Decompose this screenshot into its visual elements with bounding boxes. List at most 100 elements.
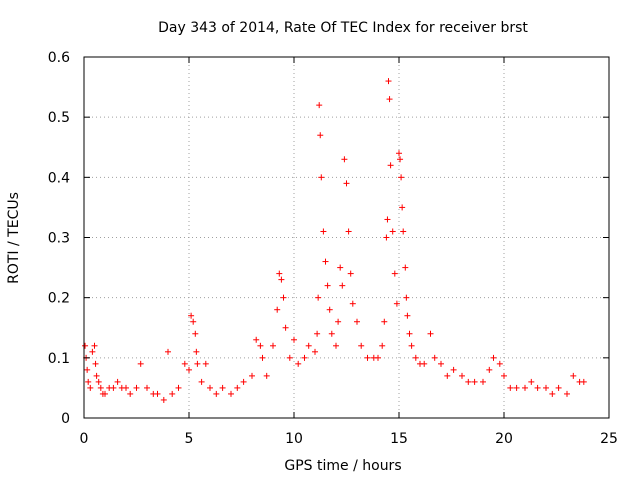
data-point [398, 174, 405, 181]
data-point [286, 354, 293, 361]
data-point [95, 378, 102, 385]
plot-frame [83, 56, 610, 419]
y-tick-label: 0.3 [48, 231, 70, 247]
data-point [316, 102, 323, 109]
y-tick-label: 0.2 [48, 291, 70, 307]
data-point [249, 372, 255, 379]
data-point [314, 330, 321, 337]
data-point [328, 330, 335, 337]
data-point [175, 384, 182, 391]
data-point [387, 162, 394, 169]
data-point [127, 390, 134, 397]
data-point [193, 348, 200, 355]
data-point [339, 282, 346, 289]
data-point [534, 384, 541, 391]
data-point [169, 390, 176, 397]
data-point [427, 330, 434, 337]
data-point [123, 384, 129, 391]
data-point [471, 378, 478, 385]
y-tick-label: 0 [61, 411, 70, 427]
data-point [219, 384, 226, 391]
data-point [160, 396, 167, 403]
data-point [276, 270, 283, 277]
data-point [383, 234, 390, 241]
data-point [186, 366, 192, 373]
data-point [354, 318, 360, 325]
x-tick-labels: 0 5 10 15 20 25 [80, 431, 618, 447]
data-point [385, 78, 392, 85]
data-point [253, 336, 260, 343]
y-axis-label: ROTI / TECUs [6, 192, 22, 284]
x-tick-label: 20 [495, 431, 513, 447]
data-point [412, 354, 419, 361]
x-tick-label: 0 [80, 431, 89, 447]
data-point [315, 294, 322, 301]
data-point [580, 378, 587, 385]
data-point [335, 318, 342, 325]
data-point [154, 390, 161, 397]
data-point [92, 360, 99, 367]
data-point [570, 372, 577, 379]
data-point [438, 360, 444, 367]
data-point [480, 378, 486, 385]
data-point [133, 384, 140, 391]
x-axis-label: GPS time / hours [284, 458, 401, 474]
data-point [181, 360, 188, 367]
data-point [318, 174, 325, 181]
data-point [364, 354, 371, 361]
data-point [400, 228, 407, 235]
data-point [375, 354, 381, 361]
data-point [324, 282, 331, 289]
data-point [391, 270, 398, 277]
data-point [341, 156, 348, 163]
data-point [213, 390, 220, 397]
data-point [301, 354, 308, 361]
data-point [190, 318, 197, 325]
data-point [278, 276, 285, 283]
data-point [280, 294, 287, 301]
data-point [549, 390, 556, 397]
data-point [89, 348, 96, 355]
grid [84, 57, 609, 418]
data-point [192, 330, 199, 337]
x-tick-label: 15 [390, 431, 408, 447]
data-point [257, 342, 264, 349]
y-tick-labels: 0 0.1 0.2 0.3 0.4 0.5 0.6 [48, 50, 70, 427]
x-tick-label: 5 [185, 431, 194, 447]
data-point [490, 354, 497, 361]
data-point [450, 366, 457, 373]
data-point [393, 300, 400, 307]
data-point [240, 378, 247, 385]
data-point [228, 390, 234, 397]
data-point [431, 354, 438, 361]
data-point [396, 150, 402, 157]
data-point [320, 228, 327, 235]
data-point [144, 384, 150, 391]
y-tick-label: 0.4 [48, 170, 70, 186]
data-point [326, 306, 333, 313]
data-point [384, 216, 391, 223]
x-tick-label: 10 [285, 431, 303, 447]
data-point [379, 342, 386, 349]
data-point [402, 264, 409, 271]
data-point [282, 324, 289, 331]
data-point [114, 378, 121, 385]
data-point [345, 228, 352, 235]
data-point [165, 348, 171, 355]
data-point [555, 384, 562, 391]
data-point [202, 360, 209, 367]
data-point [421, 360, 428, 367]
data-point [194, 360, 201, 367]
data-point [322, 258, 329, 265]
data-point [291, 336, 297, 343]
data-point [486, 366, 493, 373]
data-point [295, 360, 302, 367]
data-point [93, 372, 100, 379]
data-point [263, 372, 270, 379]
data-point [444, 372, 451, 379]
data-point [513, 384, 520, 391]
data-point [207, 384, 213, 391]
data-point [408, 342, 415, 349]
